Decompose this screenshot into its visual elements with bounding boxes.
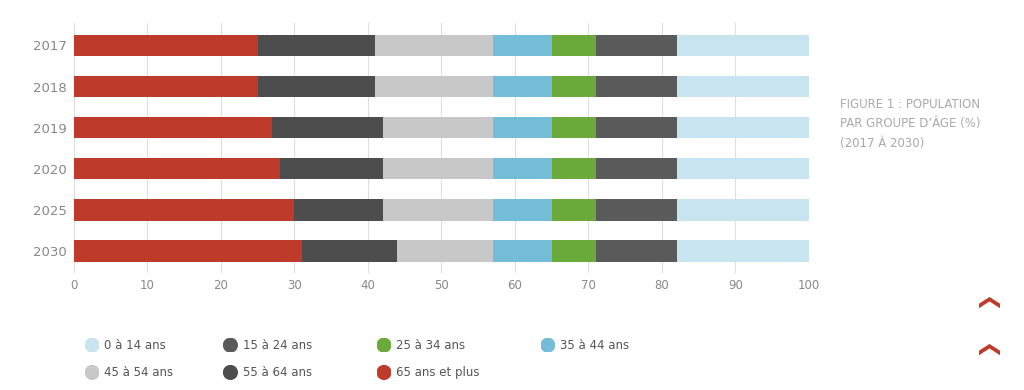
Bar — [375, 35, 493, 56]
Bar — [493, 240, 552, 262]
Bar — [74, 199, 294, 221]
Bar — [596, 199, 677, 221]
Bar — [596, 117, 677, 138]
Bar — [493, 117, 552, 138]
Bar — [677, 240, 809, 262]
Text: ❮: ❮ — [975, 342, 995, 360]
Bar — [302, 240, 397, 262]
Bar — [383, 199, 493, 221]
Bar — [280, 158, 383, 179]
Text: 35 à 44 ans: 35 à 44 ans — [560, 339, 630, 352]
Bar — [596, 76, 677, 97]
Bar — [258, 76, 375, 97]
Bar — [596, 158, 677, 179]
Bar — [596, 35, 677, 56]
Bar — [677, 117, 809, 138]
Bar — [552, 199, 596, 221]
Bar — [552, 240, 596, 262]
Circle shape — [223, 365, 238, 379]
Bar — [74, 240, 302, 262]
Bar — [74, 158, 280, 179]
Bar — [493, 35, 552, 56]
Circle shape — [223, 338, 238, 352]
Bar — [677, 199, 809, 221]
Bar — [493, 158, 552, 179]
Text: 0 à 14 ans: 0 à 14 ans — [104, 339, 166, 352]
Circle shape — [377, 338, 391, 352]
Bar — [74, 35, 258, 56]
Bar — [383, 117, 493, 138]
Bar — [375, 76, 493, 97]
Bar — [552, 35, 596, 56]
Text: 25 à 34 ans: 25 à 34 ans — [396, 339, 466, 352]
Bar — [552, 117, 596, 138]
Circle shape — [85, 338, 99, 352]
Bar — [74, 76, 258, 97]
Bar — [493, 199, 552, 221]
Bar — [383, 158, 493, 179]
Bar — [677, 158, 809, 179]
Bar — [294, 199, 383, 221]
Bar — [397, 240, 493, 262]
Text: ❮: ❮ — [975, 296, 995, 313]
Bar — [493, 76, 552, 97]
Text: 55 à 64 ans: 55 à 64 ans — [243, 366, 312, 379]
Bar — [258, 35, 375, 56]
Circle shape — [377, 365, 391, 379]
Bar — [272, 117, 383, 138]
Text: FIGURE 1 : POPULATION
PAR GROUPE D’ÂGE (%)
(2017 À 2030): FIGURE 1 : POPULATION PAR GROUPE D’ÂGE (… — [840, 98, 980, 149]
Bar — [74, 117, 272, 138]
Bar — [677, 76, 809, 97]
Text: 15 à 24 ans: 15 à 24 ans — [243, 339, 312, 352]
Text: 45 à 54 ans: 45 à 54 ans — [104, 366, 174, 379]
Bar — [552, 76, 596, 97]
Circle shape — [85, 365, 99, 379]
Text: 65 ans et plus: 65 ans et plus — [396, 366, 480, 379]
Bar — [552, 158, 596, 179]
Bar — [677, 35, 809, 56]
Circle shape — [541, 338, 555, 352]
Bar — [596, 240, 677, 262]
